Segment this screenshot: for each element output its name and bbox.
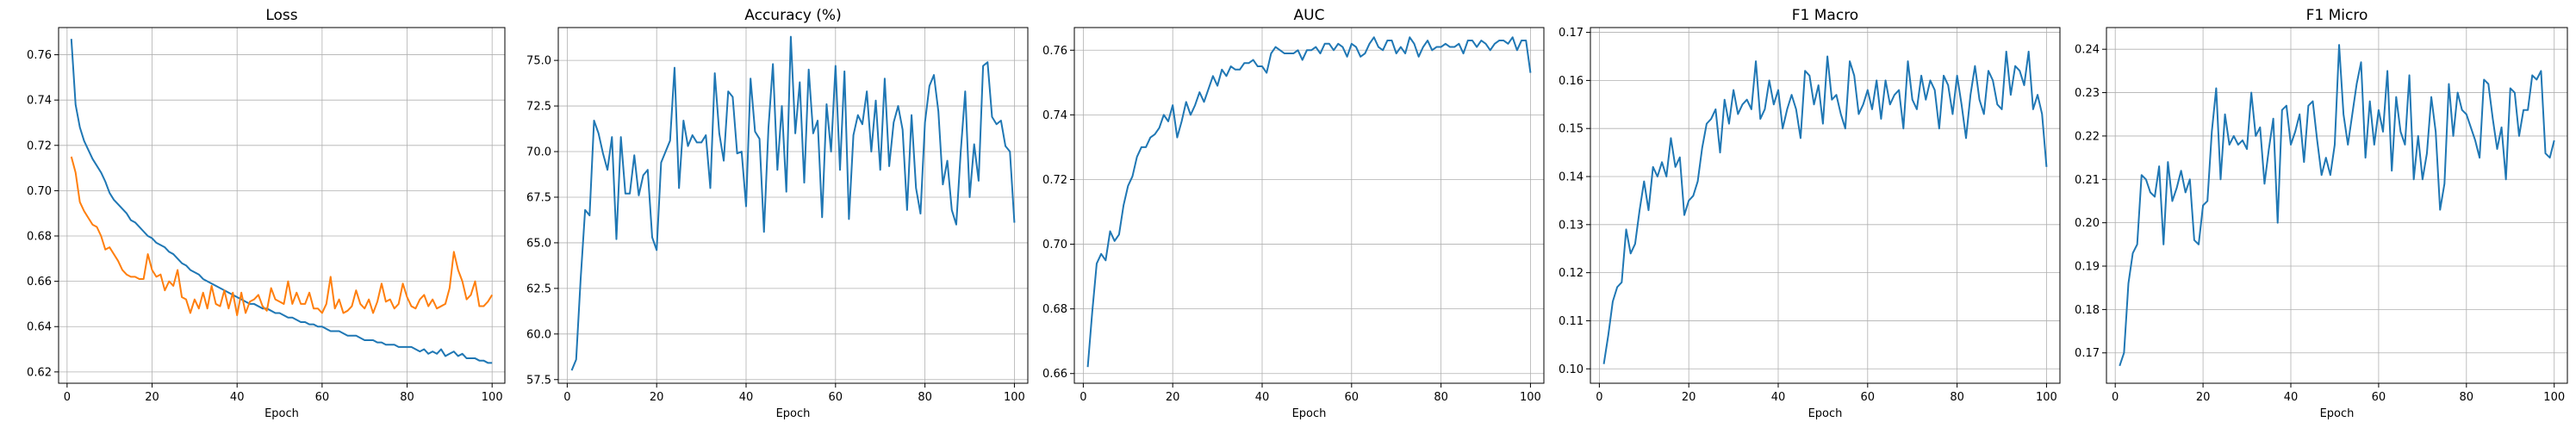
accuracy-xtick-label: 60 — [829, 391, 843, 404]
f1-macro-xtick-label: 60 — [1861, 391, 1876, 404]
auc-ytick-label: 0.66 — [1042, 368, 1067, 381]
f1-macro-ytick-label: 0.13 — [1559, 219, 1584, 232]
loss-xlabel: Epoch — [264, 407, 299, 420]
f1-macro-series-1 — [1602, 50, 2048, 364]
loss-ytick-label: 0.74 — [27, 95, 52, 108]
f1-micro-chart: 0 20 40 60 80 100 0.17 0.18 0.19 0.20 0.21 0.22 0.23… — [2075, 7, 2568, 420]
auc-ytick-label: 0.72 — [1042, 174, 1067, 187]
accuracy-ytick-label: 65.0 — [526, 237, 551, 250]
f1-micro-ytick-label: 0.22 — [2075, 130, 2100, 143]
f1-micro-xtick-label: 60 — [2372, 391, 2386, 404]
loss-series-2 — [70, 156, 494, 317]
auc-xtick-label: 80 — [1434, 391, 1448, 404]
accuracy-ytick-label: 57.5 — [526, 374, 551, 387]
f1-micro-xlabel: Epoch — [2320, 407, 2355, 420]
accuracy-title: Accuracy (%) — [744, 7, 841, 24]
f1-macro-ytick-label: 0.17 — [1559, 27, 1584, 40]
loss-ytick-label: 0.66 — [27, 276, 52, 289]
f1-micro-ytick-label: 0.19 — [2075, 261, 2100, 274]
f1-macro-ytick-label: 0.10 — [1559, 363, 1584, 376]
f1-micro-axes-frame — [2106, 27, 2568, 384]
accuracy-axes-frame — [557, 27, 1029, 384]
auc-ytick-label: 0.76 — [1042, 45, 1067, 58]
f1-micro-ytick-label: 0.18 — [2075, 304, 2100, 317]
auc-xtick-label: 20 — [1166, 391, 1180, 404]
loss-xtick-label: 20 — [145, 391, 159, 404]
f1-micro-xtick-label: 0 — [2112, 391, 2119, 404]
accuracy-ytick-label: 67.5 — [526, 191, 551, 204]
f1-macro-ytick-label: 0.14 — [1559, 171, 1584, 184]
auc-axes-frame — [1073, 27, 1545, 384]
accuracy-ytick-label: 72.5 — [526, 101, 551, 114]
f1-macro-xtick-label: 40 — [1771, 391, 1786, 404]
loss-series-1 — [70, 39, 493, 364]
f1-macro-xtick-label: 20 — [1682, 391, 1696, 404]
auc-ytick-label: 0.70 — [1042, 239, 1067, 251]
f1-macro-xlabel: Epoch — [1808, 407, 1843, 420]
f1-micro-xtick-label: 20 — [2196, 391, 2211, 404]
f1-macro-ytick-label: 0.11 — [1559, 315, 1584, 328]
f1-macro-axes-frame — [1590, 27, 2061, 384]
loss-xtick-label: 0 — [64, 391, 71, 404]
f1-macro-ytick-label: 0.16 — [1559, 75, 1584, 88]
accuracy-ytick-label: 70.0 — [526, 146, 551, 159]
accuracy-ytick-label: 60.0 — [526, 328, 551, 341]
accuracy-ytick-label: 75.0 — [526, 55, 551, 68]
auc-ytick-label: 0.68 — [1042, 303, 1067, 316]
f1-micro-xtick-label: 80 — [2460, 391, 2474, 404]
f1-micro-ytick-label: 0.17 — [2075, 347, 2100, 360]
auc-xtick-label: 60 — [1345, 391, 1360, 404]
f1-micro-xtick-label: 40 — [2284, 391, 2299, 404]
auc-xtick-label: 40 — [1255, 391, 1270, 404]
auc-ytick-label: 0.74 — [1042, 109, 1067, 122]
accuracy-chart: 0 20 40 60 80 100 57.5 60.0 62.5 65.0 67.5 70.0 72.5… — [526, 7, 1029, 420]
f1-micro-series-1 — [2119, 44, 2555, 367]
loss-ytick-label: 0.68 — [27, 231, 52, 244]
f1-micro-ytick-label: 0.24 — [2075, 44, 2100, 57]
f1-micro-title: F1 Micro — [2306, 7, 2368, 24]
loss-xtick-label: 80 — [400, 391, 414, 404]
accuracy-xlabel: Epoch — [776, 407, 811, 420]
accuracy-xtick-label: 40 — [739, 391, 754, 404]
accuracy-xtick-label: 80 — [918, 391, 932, 404]
f1-macro-ytick-label: 0.15 — [1559, 123, 1584, 136]
f1-micro-ytick-label: 0.20 — [2075, 217, 2100, 230]
loss-axes-frame — [58, 27, 506, 384]
loss-xtick-label: 60 — [315, 391, 330, 404]
f1-micro-xtick-label: 100 — [2543, 391, 2565, 404]
f1-macro-chart: 0 20 40 60 80 100 0.10 0.11 0.12 0.13 0.14 0.15 0.16… — [1559, 7, 2061, 420]
f1-micro-ytick-label: 0.23 — [2075, 87, 2100, 100]
f1-micro-ytick-label: 0.21 — [2075, 174, 2100, 187]
accuracy-xtick-label: 100 — [1004, 391, 1025, 404]
accuracy-xtick-label: 20 — [650, 391, 664, 404]
auc-chart: 0 20 40 60 80 100 0.66 0.68 0.70 0.72 0.74 0.76 AUC E… — [1042, 7, 1545, 420]
loss-title: Loss — [265, 7, 297, 24]
f1-macro-xtick-label: 0 — [1596, 391, 1602, 404]
loss-ytick-label: 0.72 — [27, 140, 52, 152]
loss-xtick-label: 100 — [482, 391, 503, 404]
loss-chart: 0 20 40 60 80 100 0.62 0.64 0.66 0.68 0.70 0.72 0.74… — [27, 7, 506, 420]
loss-ytick-label: 0.70 — [27, 185, 52, 198]
auc-series-1 — [1086, 36, 1532, 368]
auc-xtick-label: 0 — [1080, 391, 1086, 404]
auc-title: AUC — [1294, 7, 1325, 24]
loss-ytick-label: 0.62 — [27, 366, 52, 379]
accuracy-ytick-label: 62.5 — [526, 282, 551, 295]
loss-ytick-label: 0.64 — [27, 321, 52, 334]
accuracy-xtick-label: 0 — [563, 391, 570, 404]
f1-macro-xtick-label: 100 — [2036, 391, 2057, 404]
loss-xtick-label: 40 — [230, 391, 245, 404]
auc-xtick-label: 100 — [1520, 391, 1541, 404]
auc-xlabel: Epoch — [1292, 407, 1327, 420]
loss-ytick-label: 0.76 — [27, 49, 52, 62]
f1-macro-xtick-label: 80 — [1950, 391, 1964, 404]
f1-macro-ytick-label: 0.12 — [1559, 267, 1584, 280]
f1-macro-title: F1 Macro — [1792, 7, 1858, 24]
accuracy-series-1 — [570, 35, 1016, 371]
